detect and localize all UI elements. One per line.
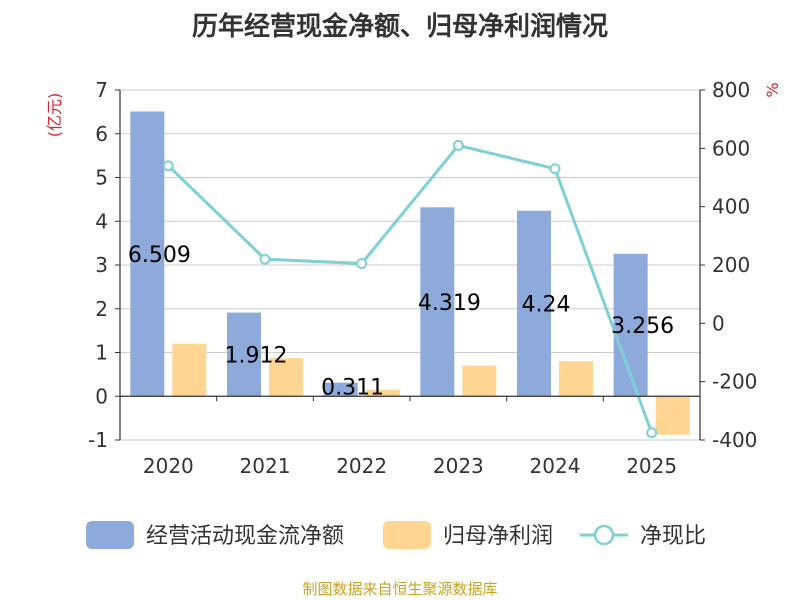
right-tick-label: 0	[712, 311, 725, 335]
right-tick-label: 200	[712, 253, 750, 277]
ratio-line	[167, 143, 654, 434]
x-tick-label: 2021	[240, 454, 291, 478]
x-tick-label: 2024	[530, 454, 581, 478]
ratio-point	[646, 427, 658, 439]
net-profit-bar	[655, 396, 690, 435]
legend-swatch-cash-flow	[86, 521, 134, 549]
legend-marker-ratio	[593, 524, 615, 546]
legend-label-net-profit: 归母净利润	[443, 524, 553, 549]
line-series	[162, 139, 658, 439]
data-labels: 6.509 1.912 0.311 4.319 4.24 3.256	[128, 243, 674, 400]
ratio-point	[356, 258, 368, 270]
grid-lines	[120, 89, 700, 441]
cash-flow-data-label: 0.311	[321, 375, 384, 400]
ratio-point	[162, 160, 174, 172]
net-profit-bar	[269, 358, 303, 397]
chart-title: 历年经营现金净额、归母净利润情况	[191, 12, 608, 42]
x-tick-label: 2025	[626, 454, 677, 478]
net-profit-bar	[172, 343, 207, 397]
ratio-point	[549, 163, 561, 175]
legend: 经营活动现金流净额 归母净利润 净现比	[86, 521, 706, 549]
left-tick-label: 1	[95, 341, 108, 365]
right-tick-label: -200	[712, 370, 757, 394]
right-tick-label: -400	[712, 428, 757, 452]
x-tick-label: 2020	[143, 454, 194, 478]
ratio-point	[452, 139, 464, 151]
cash-flow-bar	[130, 111, 165, 397]
net-profit-bar	[462, 365, 497, 397]
bar-series	[130, 111, 690, 435]
left-tick-label: 6	[95, 122, 108, 146]
cash-flow-bar	[323, 382, 358, 397]
cash-flow-data-label: 4.24	[522, 293, 571, 318]
net-profit-bar	[365, 389, 400, 397]
legend-label-ratio: 净现比	[640, 524, 706, 549]
cash-flow-data-label: 4.319	[418, 291, 481, 316]
left-tick-label: 4	[95, 209, 108, 233]
axes: -1 0 1 2 3 4 5 6 7 -400 -200 0 200 400 600 800 (亿元)% 2020…	[45, 78, 782, 478]
left-tick-label: 3	[95, 253, 108, 277]
left-tick-label: 0	[95, 384, 108, 408]
cash-flow-data-label: 6.509	[128, 243, 191, 268]
cash-flow-data-label: 3.256	[611, 314, 674, 339]
left-tick-label: 7	[95, 78, 108, 102]
legend-label-cash-flow: 经营活动现金流净额	[146, 524, 344, 549]
cash-flow-bar	[517, 210, 551, 397]
right-tick-label: 400	[712, 195, 750, 219]
left-axis-unit: (亿元)	[45, 93, 64, 138]
x-tick-label: 2022	[336, 454, 387, 478]
net-profit-bar	[559, 361, 593, 397]
left-tick-label: 2	[95, 297, 108, 321]
left-tick-label: 5	[95, 166, 108, 190]
cash-flow-data-label: 1.912	[225, 343, 288, 368]
right-axis-unit: %	[763, 82, 782, 97]
left-tick-label: -1	[88, 428, 108, 452]
x-tick-label: 2023	[433, 454, 484, 478]
right-tick-label: 600	[712, 136, 750, 160]
ratio-point	[259, 253, 271, 265]
legend-swatch-net-profit	[383, 521, 431, 549]
right-tick-label: 800	[712, 78, 750, 102]
cash-flow-bar	[420, 207, 455, 397]
source-footer: 制图数据来自恒生聚源数据库	[302, 580, 498, 598]
cash-flow-bar	[227, 312, 261, 397]
